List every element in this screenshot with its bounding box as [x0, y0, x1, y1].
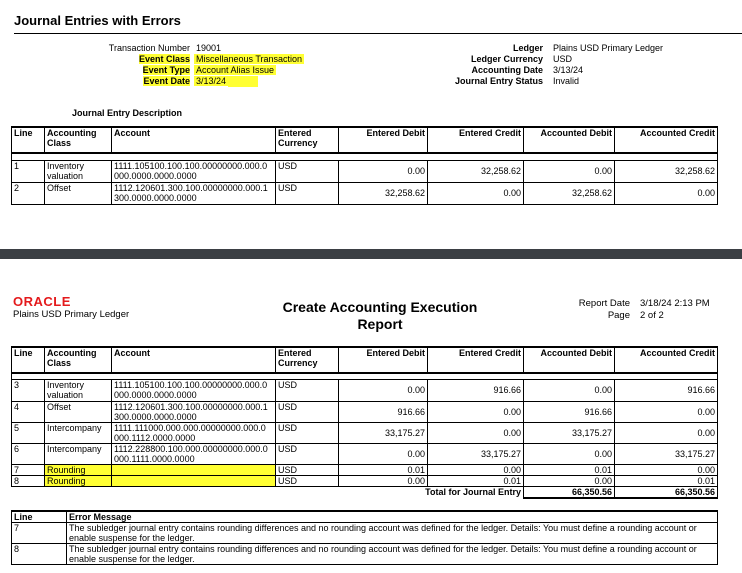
table-row: 6 Intercompany 1112.228800.100.000.00000…	[11, 442, 718, 465]
value-event-class: Miscellaneous Transaction	[194, 54, 305, 64]
col-line: Line	[11, 346, 45, 374]
col-accounting-class: Accounting Class	[44, 126, 112, 154]
col-accounted-credit: Accounted Credit	[614, 126, 718, 154]
total-label: Total for Journal Entry	[425, 486, 521, 497]
label-ledger-currency: Ledger Currency	[470, 54, 543, 64]
table-row: 5 Intercompany 1111.111000.000.000.00000…	[11, 421, 718, 444]
report-date-value: 3/18/24 2:13 PM	[640, 298, 710, 309]
oracle-logo: ORACLE	[13, 294, 71, 309]
title-rule	[14, 33, 742, 34]
page-separator	[0, 249, 742, 259]
page-label: Page	[607, 310, 630, 321]
col-entered-currency: Entered Currency	[275, 126, 339, 154]
value-transaction-number: 19001	[196, 43, 222, 53]
value-accounting-date: 3/13/24	[553, 65, 584, 75]
total-accounted-credit: 66,350.56	[614, 485, 718, 499]
col-accounted-debit: Accounted Debit	[523, 346, 615, 374]
col-entered-debit: Entered Debit	[338, 126, 428, 154]
report-date-label: Report Date	[578, 298, 630, 309]
table-row: 2 Offset 1112.120601.300.100.00000000.00…	[11, 181, 718, 205]
table-row: 4 Offset 1112.120601.300.100.00000000.00…	[11, 400, 718, 423]
col-accounting-class: Accounting Class	[44, 346, 112, 374]
report-title: Create Accounting Execution Report	[282, 299, 478, 332]
label-transaction-number: Transaction Number	[108, 43, 190, 53]
label-ledger: Ledger	[512, 43, 543, 53]
value-event-date: 3/13/24	[194, 76, 229, 86]
label-accounting-date: Accounting Date	[471, 65, 543, 75]
table-row: 1 Inventory valuation 1111.105100.100.10…	[11, 159, 718, 183]
total-accounted-debit: 66,350.56	[523, 485, 615, 499]
label-event-class: Event Class	[138, 54, 190, 64]
journal-lines-table-2: Line Accounting Class Account Entered Cu…	[11, 346, 718, 499]
col-entered-credit: Entered Credit	[427, 346, 524, 374]
error-row: 8 The subledger journal entry contains r…	[11, 543, 718, 565]
label-event-date: Event Date	[143, 76, 190, 86]
col-entered-currency: Entered Currency	[275, 346, 339, 374]
value-ledger: Plains USD Primary Ledger	[553, 43, 664, 53]
journal-entry-description-label: Journal Entry Description	[72, 108, 183, 118]
section-title: Journal Entries with Errors	[14, 13, 181, 28]
value-event-type: Account Alias Issue	[194, 65, 277, 75]
table-row-highlighted: 8 Rounding USD 0.00 0.01 0.00 0.01	[11, 474, 718, 487]
col-entered-debit: Entered Debit	[338, 346, 428, 374]
col-line: Line	[11, 126, 45, 154]
col-accounted-credit: Accounted Credit	[614, 346, 718, 374]
label-event-type: Event Type	[142, 65, 190, 75]
journal-lines-table-1: Line Accounting Class Account Entered Cu…	[11, 126, 718, 205]
error-row: 7 The subledger journal entry contains r…	[11, 522, 718, 544]
page-value: 2 of 2	[640, 310, 664, 321]
col-error-line: Line	[11, 510, 67, 523]
value-ledger-currency: USD	[553, 54, 573, 64]
error-messages-table: Line Error Message 7 The subledger journ…	[11, 510, 718, 565]
label-journal-entry-status: Journal Entry Status	[454, 76, 543, 86]
col-account: Account	[111, 126, 276, 154]
table-row-highlighted: 7 Rounding USD 0.01 0.00 0.01 0.00	[11, 463, 718, 476]
value-journal-entry-status: Invalid	[553, 76, 580, 86]
col-entered-credit: Entered Credit	[427, 126, 524, 154]
col-accounted-debit: Accounted Debit	[523, 126, 615, 154]
col-error-message: Error Message	[66, 510, 718, 523]
ledger-name: Plains USD Primary Ledger	[13, 309, 130, 320]
table-row: 3 Inventory valuation 1111.105100.100.10…	[11, 378, 718, 402]
col-account: Account	[111, 346, 276, 374]
